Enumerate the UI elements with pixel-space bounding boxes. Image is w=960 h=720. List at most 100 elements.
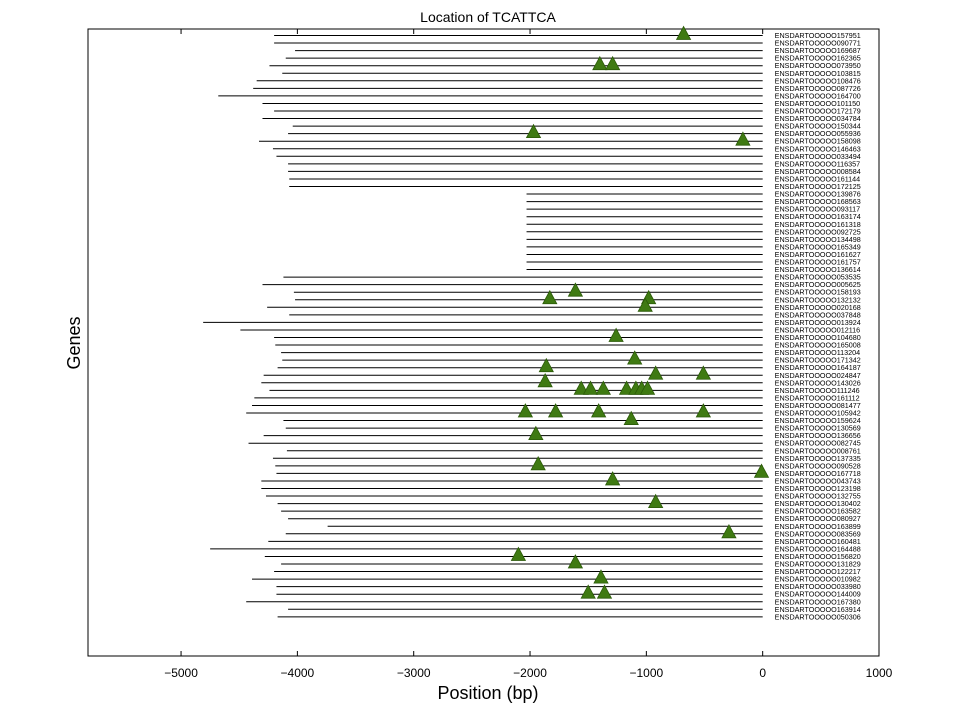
gene-label: ENSDARTOOOOO093117 bbox=[775, 205, 861, 214]
gene-label: ENSDARTOOOOO159624 bbox=[775, 416, 861, 425]
gene-label: ENSDARTOOOOO090771 bbox=[775, 39, 861, 48]
gene-label: ENSDARTOOOOO037848 bbox=[775, 310, 861, 319]
gene-label: ENSDARTOOOOO005625 bbox=[775, 280, 861, 289]
site-marker bbox=[753, 463, 770, 478]
site-marker bbox=[627, 350, 643, 365]
gene-label: ENSDARTOOOOO169687 bbox=[775, 46, 861, 55]
site-marker bbox=[675, 25, 692, 40]
gene-label: ENSDARTOOOOO161757 bbox=[775, 258, 861, 267]
site-marker bbox=[721, 523, 737, 539]
gene-labels: ENSDARTOOOOO157951ENSDARTOOOOO090771ENSD… bbox=[775, 31, 861, 621]
gene-label: ENSDARTOOOOO105942 bbox=[775, 409, 861, 418]
gene-label: ENSDARTOOOOO161627 bbox=[775, 250, 861, 259]
site-marker bbox=[517, 403, 534, 418]
x-tick-label: −3000 bbox=[397, 666, 431, 680]
site-marker bbox=[567, 282, 584, 297]
gene-label: ENSDARTOOOOO050306 bbox=[775, 612, 861, 621]
gene-label: ENSDARTOOOOO160481 bbox=[775, 537, 861, 546]
gene-label: ENSDARTOOOOO013924 bbox=[775, 318, 861, 327]
gene-label: ENSDARTOOOOO024847 bbox=[775, 371, 861, 380]
gene-label: ENSDARTOOOOO020168 bbox=[775, 303, 861, 312]
plot-frame bbox=[87, 28, 880, 657]
gene-label: ENSDARTOOOOO171342 bbox=[775, 356, 861, 365]
gene-label: ENSDARTOOOOO043743 bbox=[775, 476, 861, 485]
gene-label: ENSDARTOOOOO053535 bbox=[775, 273, 861, 282]
gene-label: ENSDARTOOOOO164187 bbox=[775, 363, 861, 372]
gene-label: ENSDARTOOOOO108476 bbox=[775, 76, 861, 85]
gene-label: ENSDARTOOOOO164488 bbox=[775, 544, 861, 553]
x-tick-label: 0 bbox=[759, 666, 766, 680]
gene-label: ENSDARTOOOOO136614 bbox=[775, 265, 861, 274]
site-marker bbox=[735, 131, 751, 146]
gene-label: ENSDARTOOOOO161144 bbox=[775, 174, 861, 183]
gene-label: ENSDARTOOOOO092725 bbox=[775, 227, 861, 236]
site-marker bbox=[608, 327, 624, 342]
gene-label: ENSDARTOOOOO113204 bbox=[775, 348, 861, 357]
gene-label: ENSDARTOOOOO090528 bbox=[775, 461, 861, 470]
gene-label: ENSDARTOOOOO172125 bbox=[775, 182, 861, 191]
gene-label: ENSDARTOOOOO139876 bbox=[775, 190, 861, 199]
gene-label: ENSDARTOOOOO116357 bbox=[775, 159, 861, 168]
site-marker bbox=[639, 380, 656, 395]
gene-label: ENSDARTOOOOO012116 bbox=[775, 325, 861, 334]
site-marker bbox=[592, 55, 608, 71]
site-marker bbox=[538, 357, 554, 373]
x-tick-label: −4000 bbox=[281, 666, 315, 680]
gene-label: ENSDARTOOOOO111246 bbox=[775, 386, 860, 395]
gene-label: ENSDARTOOOOO132755 bbox=[775, 492, 861, 501]
x-tick-label: −2000 bbox=[513, 666, 547, 680]
gene-label: ENSDARTOOOOO161112 bbox=[775, 393, 860, 402]
gene-label: ENSDARTOOOOO157951 bbox=[775, 31, 861, 40]
gene-label: ENSDARTOOOOO033494 bbox=[775, 152, 861, 161]
y-axis-label: Genes bbox=[64, 316, 84, 369]
gene-label: ENSDARTOOOOO137335 bbox=[775, 454, 861, 463]
gene-label: ENSDARTOOOOO156820 bbox=[775, 552, 861, 561]
site-marker bbox=[596, 584, 613, 599]
x-axis: −5000 −4000 −3000 −2000 −1000 0 1000 bbox=[164, 29, 893, 680]
gene-label: ENSDARTOOOOO168563 bbox=[775, 197, 861, 206]
site-marker bbox=[510, 546, 527, 561]
gene-label: ENSDARTOOOOO136656 bbox=[775, 431, 861, 440]
gene-label: ENSDARTOOOOO073950 bbox=[775, 61, 861, 70]
gene-label: ENSDARTOOOOO163174 bbox=[775, 212, 861, 221]
gene-label: ENSDARTOOOOO164700 bbox=[775, 91, 861, 100]
gene-label: ENSDARTOOOOO008761 bbox=[775, 446, 861, 455]
site-marker bbox=[537, 372, 553, 388]
gene-label: ENSDARTOOOOO055936 bbox=[775, 129, 861, 138]
gene-label: ENSDARTOOOOO082745 bbox=[775, 439, 861, 448]
gene-label: ENSDARTOOOOO123198 bbox=[775, 484, 861, 493]
site-marker bbox=[647, 493, 664, 509]
gene-label: ENSDARTOOOOO146463 bbox=[775, 144, 861, 153]
site-marker bbox=[637, 297, 653, 312]
site-marker bbox=[590, 403, 607, 418]
gene-label: ENSDARTOOOOO165349 bbox=[775, 242, 861, 251]
gene-label: ENSDARTOOOOO080927 bbox=[775, 514, 861, 523]
gene-label: ENSDARTOOOOO162365 bbox=[775, 54, 861, 63]
x-tick-label: 1000 bbox=[866, 666, 893, 680]
gene-label: ENSDARTOOOOO163582 bbox=[775, 507, 861, 516]
gene-label: ENSDARTOOOOO033980 bbox=[775, 582, 861, 591]
gene-label: ENSDARTOOOOO134498 bbox=[775, 235, 861, 244]
gene-label: ENSDARTOOOOO130569 bbox=[775, 424, 861, 433]
site-marker bbox=[547, 403, 564, 418]
gene-label: ENSDARTOOOOO158193 bbox=[775, 288, 861, 297]
site-marker bbox=[695, 403, 712, 418]
site-marker bbox=[542, 289, 558, 305]
site-marker bbox=[595, 380, 611, 395]
gene-label: ENSDARTOOOOO122217 bbox=[775, 567, 861, 576]
gene-label: ENSDARTOOOOO008584 bbox=[775, 167, 861, 176]
gene-label: ENSDARTOOOOO150344 bbox=[775, 122, 861, 131]
gene-label: ENSDARTOOOOO144009 bbox=[775, 590, 861, 599]
gene-label: ENSDARTOOOOO087726 bbox=[775, 84, 861, 93]
gene-label: ENSDARTOOOOO104680 bbox=[775, 333, 861, 342]
gene-label: ENSDARTOOOOO131829 bbox=[775, 560, 861, 569]
site-marker bbox=[567, 554, 584, 569]
x-tick-label: −5000 bbox=[164, 666, 198, 680]
x-tick-label: −1000 bbox=[630, 666, 664, 680]
site-marker bbox=[695, 365, 712, 380]
site-marker bbox=[528, 425, 544, 441]
site-marker bbox=[604, 55, 621, 71]
gene-label: ENSDARTOOOOO165008 bbox=[775, 341, 861, 350]
gene-lines bbox=[203, 35, 763, 618]
